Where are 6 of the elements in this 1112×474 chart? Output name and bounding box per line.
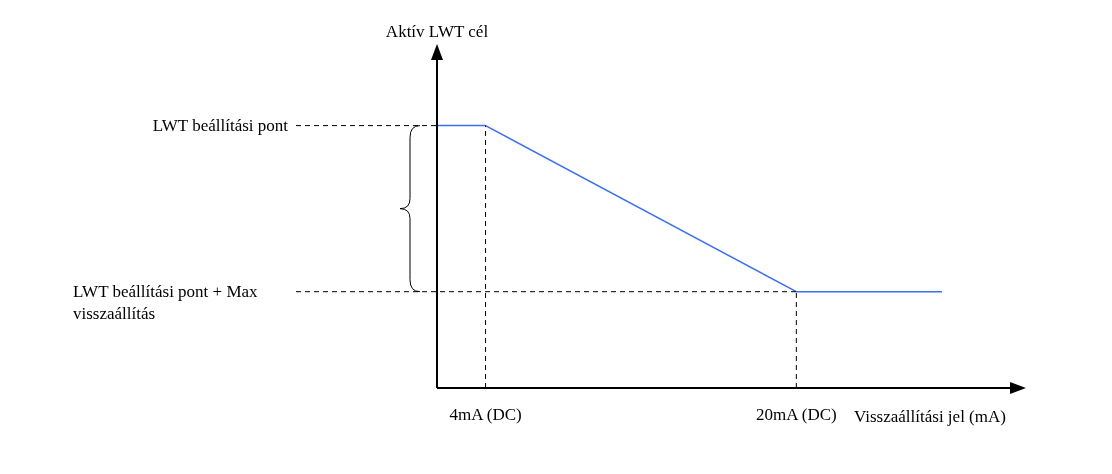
x-tick-label: 20mA (DC) [755, 405, 837, 425]
x-axis-title: Visszaállítási jel (mA) [854, 406, 1007, 428]
x-tick-label: 4mA (DC) [449, 405, 522, 425]
ref-line-label: LWT beállítási pont [152, 114, 288, 137]
y-axis-title: Aktív LWT cél [385, 22, 489, 42]
ref-line-label: LWT beállítási pont + Max visszaállítás [73, 280, 259, 325]
